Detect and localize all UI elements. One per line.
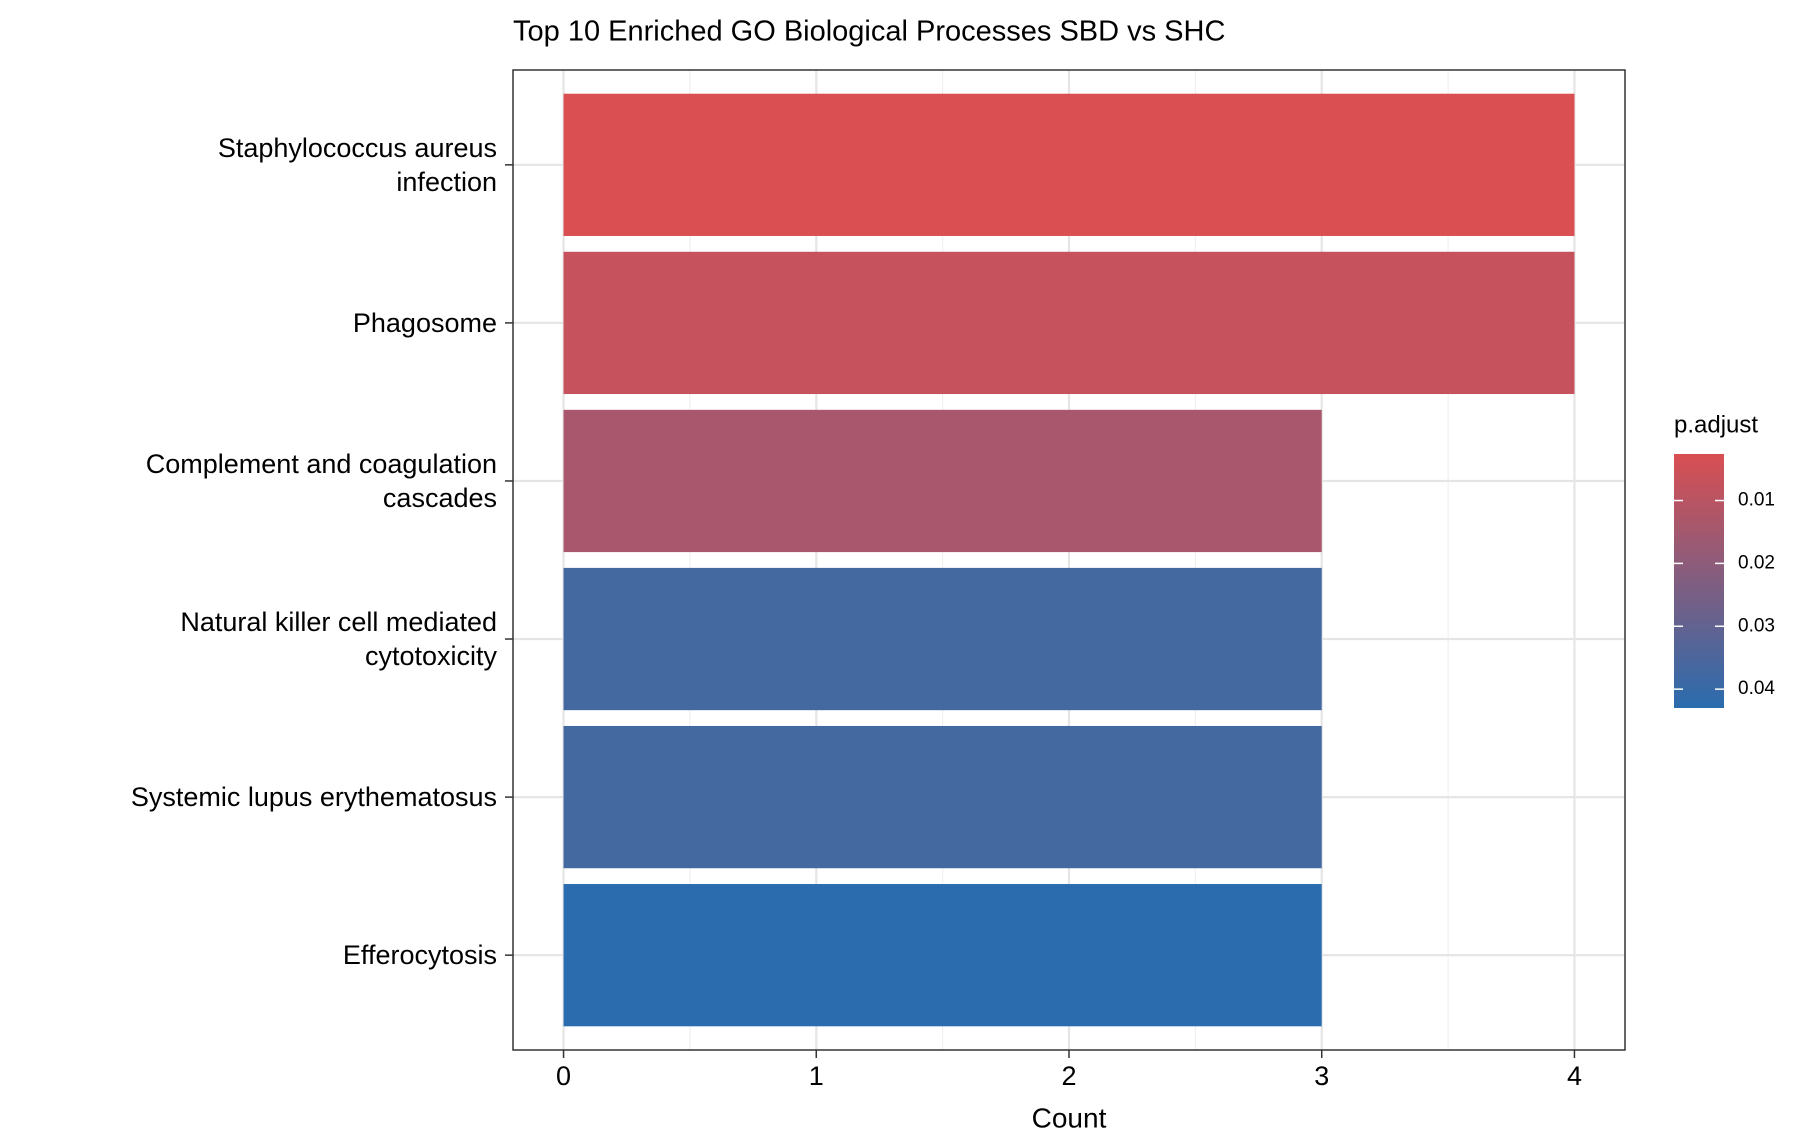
colorbar-tick-label: 0.02 [1738,552,1775,573]
x-tick-label: 2 [1061,1061,1076,1091]
colorbar-tick-label: 0.03 [1738,615,1775,636]
bar [563,725,1322,869]
x-tick-label: 0 [556,1061,571,1091]
x-tick-label: 3 [1314,1061,1329,1091]
y-tick-label: Efferocytosis [342,940,497,971]
colorbar-tick-label: 0.01 [1738,490,1775,511]
x-tick-label: 4 [1567,1061,1582,1091]
plot-border [512,69,1626,1051]
y-tick-label: Phagosome [352,307,497,338]
bar [563,884,1322,1027]
bar [563,251,1575,395]
bar [563,409,1322,553]
y-tick-label: Complement and coagulation cascades [145,448,497,513]
bar [563,567,1322,711]
y-tick-label: Staphylococcus aureus infection [217,132,497,197]
legend-title: p.adjust [1674,411,1758,438]
y-tick-label: Systemic lupus erythematosus [130,782,497,813]
y-tick-label: Natural killer cell mediated cytotoxicit… [180,607,497,672]
chart-title: Top 10 Enriched GO Biological Processes … [513,16,1225,48]
bar [563,93,1575,236]
x-axis-label: Count [1032,1102,1107,1133]
colorbar [1674,454,1724,708]
colorbar-tick-label: 0.04 [1738,678,1775,699]
x-tick-label: 1 [809,1061,824,1091]
